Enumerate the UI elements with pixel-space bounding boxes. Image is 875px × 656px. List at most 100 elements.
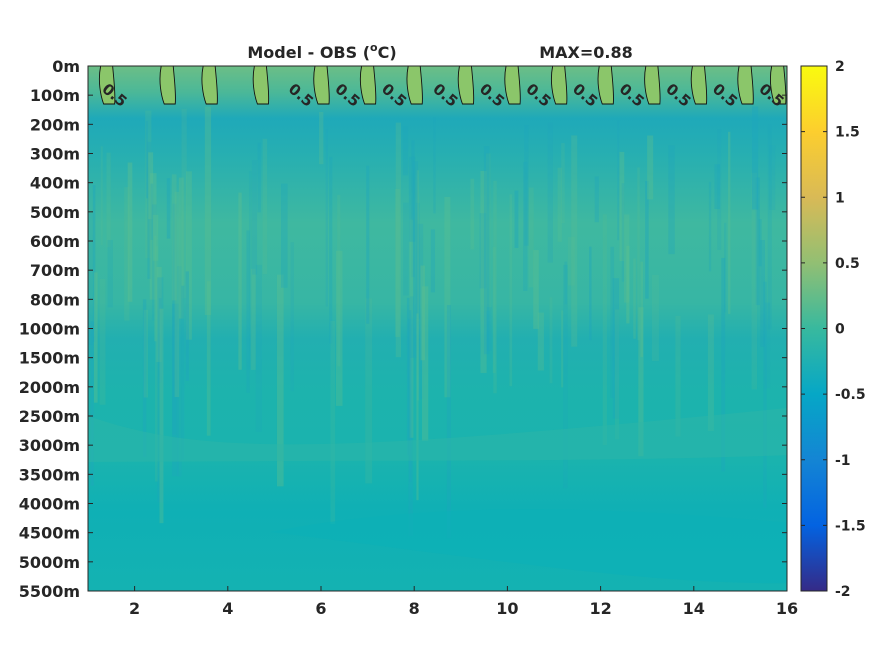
texture-streak (330, 321, 336, 524)
texture-streak (633, 258, 636, 339)
texture-streak (262, 138, 268, 275)
texture-streak (594, 176, 599, 223)
warm-plume (504, 66, 521, 105)
texture-streak (251, 160, 258, 275)
texture-streak (638, 307, 644, 457)
texture-streak (626, 245, 630, 324)
texture-streak (158, 298, 162, 383)
texture-streak (422, 286, 429, 441)
texture-streak (127, 162, 133, 302)
texture-streak (88, 213, 94, 345)
colorbar-tick-label: 0 (835, 322, 845, 338)
texture-streak (416, 170, 420, 401)
chart-title: Model - OBS (oC) (247, 41, 396, 62)
y-tick-label: 2500m (19, 407, 80, 426)
texture-streak (178, 177, 184, 319)
title-prefix: Model - OBS ( (247, 43, 370, 62)
colorbar (800, 65, 828, 592)
x-axis: 2 4 6 8 10 12 14 16 (129, 586, 798, 618)
texture-streak (206, 281, 211, 436)
texture-streak (100, 146, 103, 246)
texture-streak (651, 274, 659, 362)
bottom-band (270, 509, 787, 584)
y-tick-label: 400m (30, 174, 80, 193)
deep-band (88, 408, 787, 462)
x-tick-label: 6 (315, 599, 326, 618)
texture-streak (433, 117, 436, 214)
texture-streak (675, 315, 681, 437)
x-tick-label: 12 (589, 599, 611, 618)
texture-streak (755, 177, 760, 306)
texture-streak (90, 321, 94, 486)
warm-plume (597, 66, 614, 105)
texture-streak (257, 142, 261, 213)
texture-streak (408, 318, 413, 536)
texture-streak (533, 250, 539, 329)
texture-streak (760, 240, 765, 347)
texture-streak (281, 183, 288, 288)
texture-streak (524, 124, 529, 246)
texture-streak (758, 219, 762, 267)
texture-streak (483, 146, 490, 355)
texture-streak (106, 152, 111, 248)
texture-streak (617, 120, 620, 241)
texture-streak (204, 106, 212, 315)
plot-area (88, 66, 787, 591)
y-tick-label: 800m (30, 290, 80, 309)
texture-streak (154, 235, 157, 342)
warm-plume (690, 66, 708, 105)
texture-streak (166, 178, 171, 239)
texture-streak (403, 202, 409, 296)
texture-streak (255, 264, 262, 432)
texture-streak (493, 180, 497, 394)
colorbar-tick-label: 2 (835, 59, 845, 75)
texture-streak (107, 239, 113, 308)
texture-streak (767, 124, 772, 330)
texture-streak (446, 305, 451, 539)
warm-plume (737, 66, 754, 105)
warm-plume (201, 66, 218, 105)
texture-streak (151, 204, 157, 321)
texture-streak (561, 143, 565, 224)
y-tick-label: 600m (30, 232, 80, 251)
y-tick-label: 700m (30, 261, 80, 280)
texture-streak (402, 125, 409, 176)
texture-streak (92, 185, 96, 343)
y-tick-label: 2000m (19, 378, 80, 397)
texture-streak (172, 203, 177, 435)
warm-plumes (98, 66, 787, 105)
texture-streak (337, 194, 341, 367)
warm-plume (252, 66, 270, 105)
texture-streak (248, 171, 252, 370)
warm-plume (770, 66, 787, 105)
texture-streak (181, 285, 185, 460)
texture-streak (415, 202, 420, 319)
texture-streak (537, 312, 544, 371)
y-tick-label: 3500m (19, 465, 80, 484)
texture-streak (486, 307, 492, 351)
warm-plume (359, 66, 377, 105)
texture-streak (728, 131, 731, 314)
texture-streak (171, 174, 177, 301)
texture-streak (186, 171, 192, 340)
texture-streak (721, 257, 726, 472)
texture-streak (156, 266, 162, 363)
texture-streak (319, 112, 324, 165)
texture-streak (612, 278, 620, 419)
y-tick-label: 100m (30, 86, 80, 105)
texture-streak (276, 274, 284, 487)
warm-plume (98, 66, 116, 105)
texture-streak (752, 106, 759, 210)
colorbar-tick-label: -1 (835, 453, 851, 469)
texture-streak (93, 272, 98, 403)
texture-streak (366, 165, 370, 324)
texture-streak (769, 145, 776, 210)
y-axis: 0m 100m 200m 300m 400m 500m 600m 700m 800m 1000m 1… (19, 57, 787, 601)
texture-streak (561, 310, 564, 388)
y-tick-label: 200m (30, 115, 80, 134)
y-tick-label: 1000m (19, 320, 80, 339)
y-tick-label: 500m (30, 203, 80, 222)
texture-streak (406, 297, 410, 456)
texture-streak (159, 308, 164, 524)
